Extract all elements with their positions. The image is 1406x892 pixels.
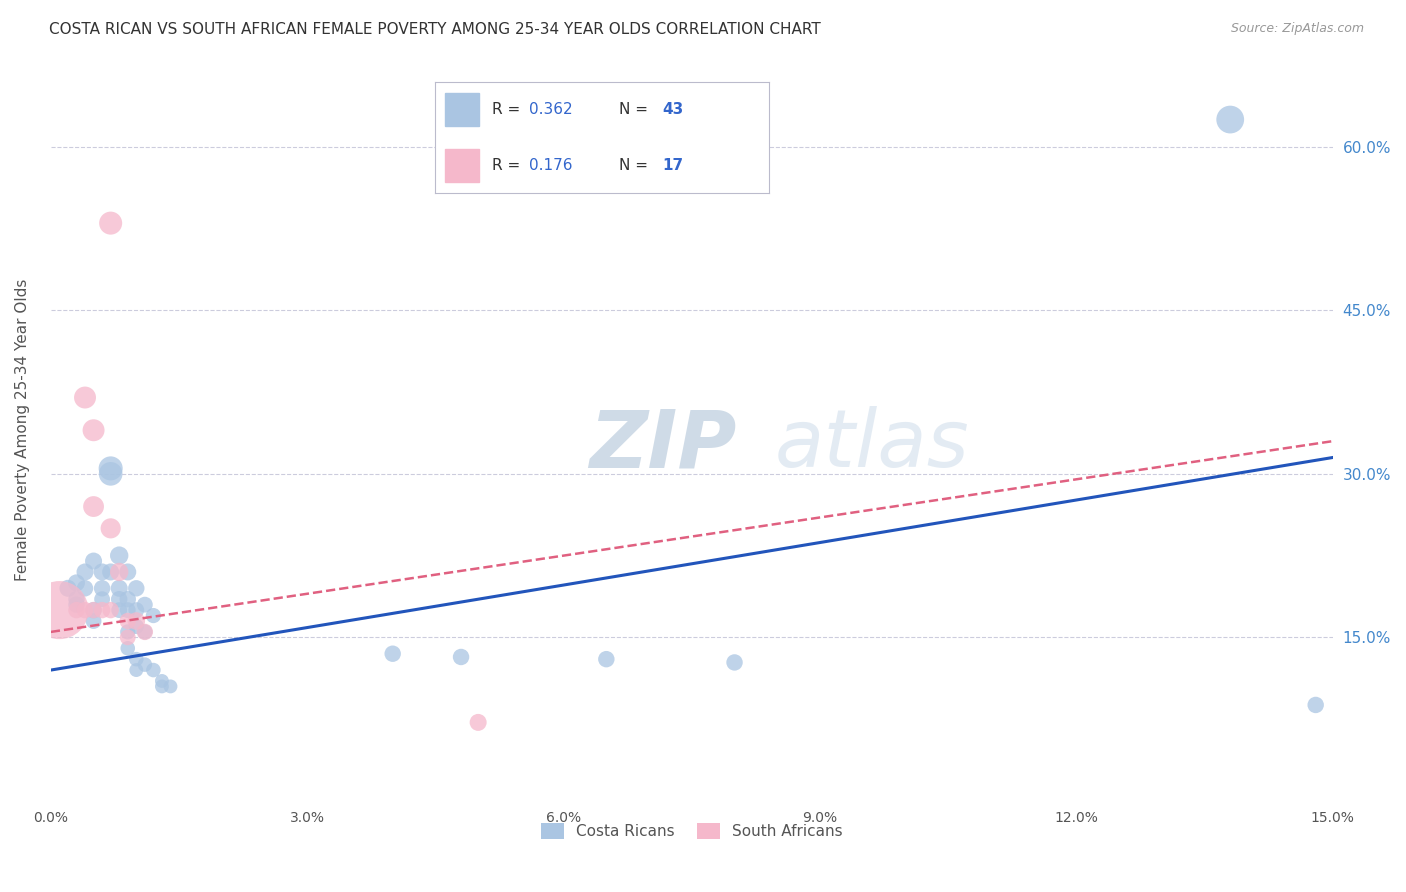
Point (83, 614, 105, 628)
Point (83, 500, 105, 514)
Point (150, 680, 173, 694)
Point (142, 608, 165, 623)
Point (125, 603, 148, 617)
Point (73, 565, 96, 579)
Point (117, 624, 139, 639)
Point (450, 650, 472, 665)
Point (150, 673, 173, 688)
Point (83, 554, 105, 568)
Point (117, 631, 139, 645)
Point (83, 603, 105, 617)
Point (100, 461, 122, 475)
Point (117, 565, 139, 579)
Text: ZIP: ZIP (589, 406, 737, 484)
Point (723, 656, 745, 670)
Text: Source: ZipAtlas.com: Source: ZipAtlas.com (1230, 22, 1364, 36)
Point (117, 614, 139, 628)
Point (125, 619, 148, 633)
Point (108, 565, 131, 579)
Point (108, 582, 131, 596)
Point (65, 603, 87, 617)
Point (108, 549, 131, 563)
Point (108, 603, 131, 617)
Y-axis label: Female Poverty Among 25-34 Year Olds: Female Poverty Among 25-34 Year Olds (15, 279, 30, 582)
Point (467, 715, 489, 730)
Point (83, 603, 105, 617)
Point (125, 663, 148, 677)
Point (91, 603, 114, 617)
Text: atlas: atlas (775, 406, 970, 484)
Point (125, 614, 148, 628)
Point (73, 391, 96, 405)
Point (134, 598, 156, 612)
Point (100, 467, 122, 481)
Point (100, 565, 122, 579)
Point (159, 680, 181, 694)
Point (65, 598, 87, 612)
Point (100, 603, 122, 617)
Point (1219, 112, 1241, 127)
Point (134, 624, 156, 639)
Point (73, 582, 96, 596)
Point (83, 423, 105, 437)
Point (142, 663, 165, 677)
Point (65, 575, 87, 590)
Point (381, 647, 404, 661)
Point (108, 592, 131, 607)
Text: COSTA RICAN VS SOUTH AFRICAN FEMALE POVERTY AMONG 25-34 YEAR OLDS CORRELATION CH: COSTA RICAN VS SOUTH AFRICAN FEMALE POVE… (49, 22, 821, 37)
Point (125, 582, 148, 596)
Point (1305, 698, 1327, 712)
Point (73, 603, 96, 617)
Point (117, 603, 139, 617)
Point (134, 657, 156, 672)
Point (117, 592, 139, 607)
Point (48, 603, 70, 617)
Point (117, 641, 139, 656)
Point (91, 565, 114, 579)
Point (91, 592, 114, 607)
Point (125, 652, 148, 666)
Point (91, 582, 114, 596)
Point (100, 521, 122, 535)
Point (595, 652, 617, 666)
Point (65, 592, 87, 607)
Legend: Costa Ricans, South Africans: Costa Ricans, South Africans (534, 817, 849, 845)
Point (100, 216, 122, 230)
Point (134, 624, 156, 639)
Point (56, 582, 79, 596)
